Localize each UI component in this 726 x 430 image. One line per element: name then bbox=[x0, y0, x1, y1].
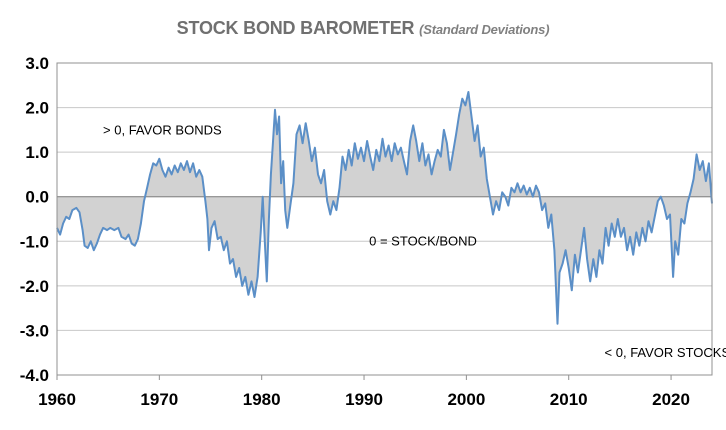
x-tick-label: 2010 bbox=[550, 390, 588, 409]
series-line bbox=[56, 91, 713, 325]
y-tick-label: -4.0 bbox=[20, 366, 49, 385]
series-line-group bbox=[56, 91, 713, 325]
annotations: > 0, FAVOR BONDS 0 = STOCK/BOND < 0, FAVOR… bbox=[103, 122, 726, 360]
y-tick-label: 3.0 bbox=[25, 54, 49, 73]
fill-areas bbox=[57, 92, 712, 324]
y-tick-label: -2.0 bbox=[20, 277, 49, 296]
y-tick-labels: 3.0 2.0 1.0 0.0 -1.0 -2.0 -3.0 -4.0 bbox=[20, 54, 49, 385]
y-tick-label: -1.0 bbox=[20, 232, 49, 251]
chart-title-main: STOCK BOND BAROMETER bbox=[176, 18, 415, 38]
x-tick-labels: 1960 1970 1980 1990 2000 2010 2020 bbox=[38, 375, 690, 409]
annotation-label: < 0, FAVOR STOCKS bbox=[605, 345, 726, 360]
chart-title: STOCK BOND BAROMETER (Standard Deviation… bbox=[0, 18, 726, 39]
x-tick-label: 1960 bbox=[38, 390, 76, 409]
x-tick-label: 2020 bbox=[652, 390, 690, 409]
y-tick-label: 2.0 bbox=[25, 99, 49, 118]
annotation-label: 0 = STOCK/BOND bbox=[369, 234, 477, 249]
y-tick-label: -3.0 bbox=[20, 321, 49, 340]
x-tick-label: 2000 bbox=[447, 390, 485, 409]
x-tick-label: 1990 bbox=[345, 390, 383, 409]
chart-subtitle: (Standard Deviations) bbox=[419, 22, 550, 37]
y-tick-label: 1.0 bbox=[25, 143, 49, 162]
y-tick-label: 0.0 bbox=[25, 188, 49, 207]
area-fill bbox=[57, 92, 712, 324]
x-tick-label: 1970 bbox=[140, 390, 178, 409]
plot-frame bbox=[56, 62, 713, 376]
annotation-label: > 0, FAVOR BONDS bbox=[103, 122, 222, 137]
x-tick-label: 1980 bbox=[243, 390, 281, 409]
